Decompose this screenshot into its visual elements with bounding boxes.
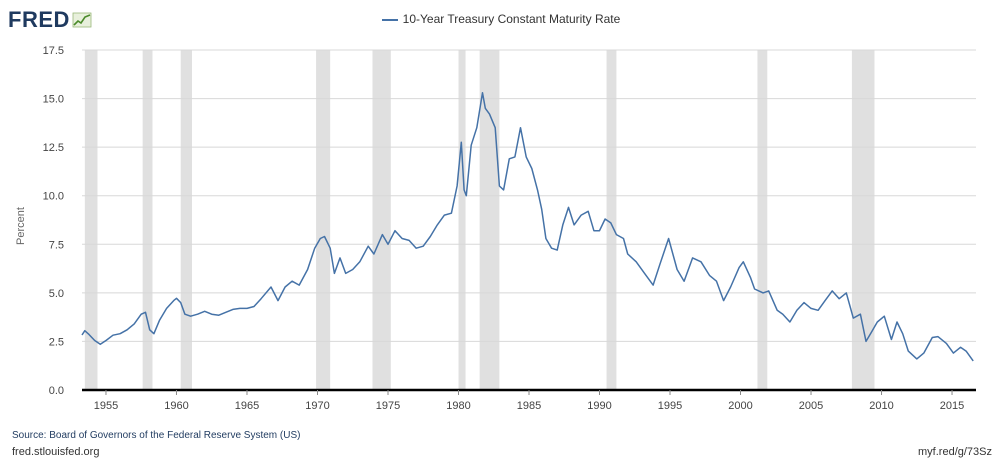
y-tick-label: 12.5 <box>43 142 64 154</box>
site-link[interactable]: fred.stlouisfed.org <box>12 446 100 458</box>
recession-band-6 <box>479 50 500 390</box>
y-axis-ticks: 0.0 2.5 5.0 7.5 10.0 12.5 15.0 17.5 <box>43 45 64 397</box>
recession-band-4 <box>372 50 391 390</box>
x-tick-label: 2000 <box>728 400 752 412</box>
recession-band-5 <box>458 50 466 390</box>
x-tick-label: 1955 <box>94 400 118 412</box>
y-axis-label: Percent <box>15 207 27 245</box>
gridlines-layer <box>82 49 976 342</box>
recession-band-7 <box>606 50 617 390</box>
x-tick-label: 2015 <box>940 400 964 412</box>
y-tick-label: 0.0 <box>49 385 64 397</box>
legend-series-swatch <box>381 18 398 21</box>
fred-logo-graph-icon <box>72 12 92 28</box>
y-tick-label: 2.5 <box>49 336 64 348</box>
recession-band-8 <box>757 50 768 390</box>
fred-logo-text: FRED <box>8 7 70 32</box>
recession-band-0 <box>84 50 98 390</box>
x-tick-label: 1960 <box>164 400 188 412</box>
recession-band-1 <box>142 50 153 390</box>
series-layer <box>81 91 974 362</box>
legend-series-label: 10-Year Treasury Constant Maturity Rate <box>402 12 621 26</box>
y-tick-label: 17.5 <box>43 45 64 57</box>
y-tick-label: 10.0 <box>43 191 64 203</box>
y-tick-label: 7.5 <box>49 239 64 251</box>
source-note: Source: Board of Governors of the Federa… <box>12 430 301 441</box>
x-tick-label: 1985 <box>517 400 541 412</box>
recession-shading-layer <box>84 50 875 390</box>
fred-logo[interactable]: FRED <box>8 6 92 34</box>
recession-band-2 <box>180 50 192 390</box>
y-tick-label: 5.0 <box>49 288 64 300</box>
x-tick-label: 1965 <box>235 400 259 412</box>
x-axis-ticks: 1955 1960 1965 1970 1975 1980 1985 1990 1995 2000… <box>82 388 976 412</box>
short-link[interactable]: myf.red/g/73Sz <box>918 446 992 458</box>
chart-legend: 10-Year Treasury Constant Maturity Rate <box>0 12 1002 26</box>
x-tick-label: 1990 <box>587 400 611 412</box>
x-tick-label: 2005 <box>799 400 823 412</box>
recession-band-9 <box>851 50 875 390</box>
x-tick-label: 1970 <box>305 400 329 412</box>
x-tick-label: 1995 <box>658 400 682 412</box>
series-line-0 <box>81 91 974 362</box>
x-tick-label: 1980 <box>446 400 470 412</box>
x-tick-label: 1975 <box>376 400 400 412</box>
x-tick-label: 2010 <box>869 400 893 412</box>
y-tick-label: 15.0 <box>43 94 64 106</box>
recession-band-3 <box>316 50 331 390</box>
